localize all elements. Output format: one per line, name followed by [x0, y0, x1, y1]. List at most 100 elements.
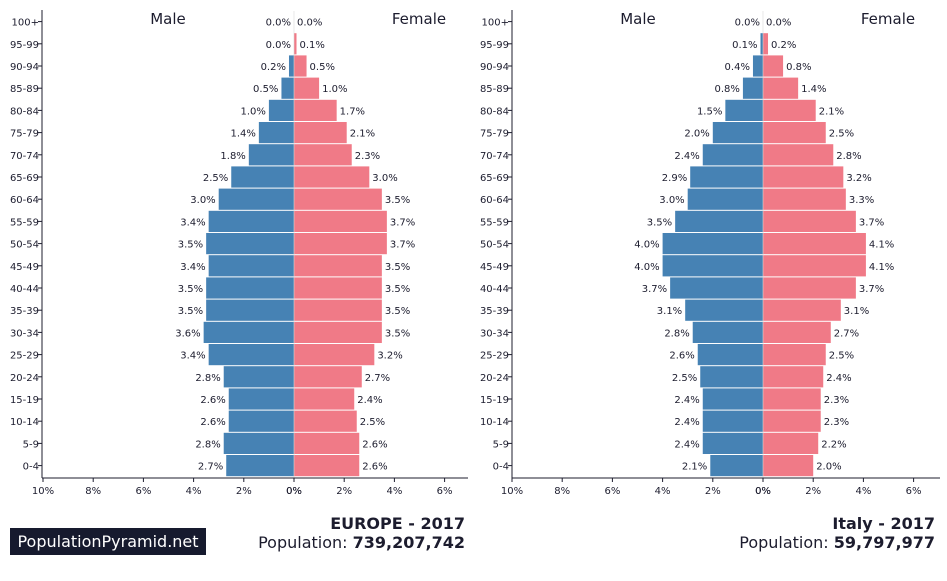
- male-value-label: 1.0%: [240, 106, 265, 117]
- x-tick-label: 6%: [437, 486, 453, 497]
- female-bar: [763, 122, 826, 144]
- male-value-label: 0.1%: [732, 40, 757, 51]
- male-bar: [231, 166, 294, 188]
- male-bar: [218, 188, 294, 210]
- age-group-label: 50-54: [10, 240, 39, 251]
- female-value-label: 3.2%: [377, 351, 402, 362]
- male-value-label: 4.0%: [634, 240, 659, 251]
- male-bar: [752, 55, 763, 77]
- age-group-label: 95-99: [480, 40, 509, 51]
- female-value-label: 3.3%: [849, 195, 874, 206]
- male-value-label: 2.5%: [203, 173, 228, 184]
- male-bar: [712, 122, 763, 144]
- female-value-label: 0.2%: [771, 40, 796, 51]
- female-value-label: 1.4%: [801, 84, 826, 95]
- male-bar: [206, 299, 294, 321]
- male-bar: [228, 388, 294, 410]
- female-bar: [294, 388, 355, 410]
- age-group-label: 25-29: [480, 351, 509, 362]
- male-value-label: 3.4%: [180, 262, 205, 273]
- female-value-label: 3.5%: [385, 284, 410, 295]
- male-value-label: 3.5%: [178, 240, 203, 251]
- male-value-label: 3.1%: [657, 306, 682, 317]
- age-group-label: 65-69: [10, 173, 39, 184]
- male-bar: [226, 455, 294, 477]
- male-bar: [228, 410, 294, 432]
- female-value-label: 3.5%: [385, 328, 410, 339]
- age-group-label: 30-34: [480, 328, 509, 339]
- female-bar: [294, 188, 382, 210]
- x-tick-label: 4%: [655, 486, 671, 497]
- male-bar: [690, 166, 763, 188]
- male-value-label: 2.8%: [195, 373, 220, 384]
- male-bar: [700, 366, 763, 388]
- male-value-label: 3.4%: [180, 351, 205, 362]
- female-bar: [294, 99, 337, 121]
- female-value-label: 3.2%: [846, 173, 871, 184]
- x-tick-label: 2%: [336, 486, 352, 497]
- age-group-label: 50-54: [480, 240, 509, 251]
- female-value-label: 3.5%: [385, 306, 410, 317]
- brand-logo[interactable]: PopulationPyramid.net: [10, 528, 206, 555]
- female-bar: [294, 410, 357, 432]
- male-value-label: 2.4%: [674, 439, 699, 450]
- male-bar: [206, 277, 294, 299]
- female-value-label: 2.6%: [362, 439, 387, 450]
- female-bar: [763, 99, 816, 121]
- female-value-label: 2.1%: [350, 129, 375, 140]
- male-value-label: 0.8%: [715, 84, 740, 95]
- age-group-label: 90-94: [10, 62, 39, 73]
- male-bar: [203, 321, 294, 343]
- female-bar: [294, 33, 297, 55]
- male-bar: [662, 255, 763, 277]
- europe-title: EUROPE - 2017: [330, 514, 465, 533]
- female-bar: [763, 455, 814, 477]
- age-group-label: 0-4: [23, 462, 39, 473]
- male-bar: [662, 233, 763, 255]
- age-group-label: 35-39: [480, 306, 509, 317]
- female-bar: [294, 321, 382, 343]
- male-value-label: 3.0%: [190, 195, 215, 206]
- age-group-label: 60-64: [480, 195, 509, 206]
- female-value-label: 2.7%: [365, 373, 390, 384]
- female-bar: [763, 277, 856, 299]
- age-group-label: 55-59: [480, 217, 509, 228]
- female-value-label: 3.1%: [844, 306, 869, 317]
- female-bar: [294, 432, 360, 454]
- male-value-label: 1.8%: [220, 151, 245, 162]
- x-tick-label: 2%: [805, 486, 821, 497]
- x-tick-label: 0%: [286, 486, 302, 497]
- age-group-label: 10-14: [480, 417, 509, 428]
- male-value-label: 2.4%: [674, 417, 699, 428]
- male-bar: [223, 432, 294, 454]
- x-tick-label: 6%: [135, 486, 151, 497]
- male-header: Male: [620, 10, 656, 28]
- age-group-label: 75-79: [480, 129, 509, 140]
- female-value-label: 3.0%: [372, 173, 397, 184]
- male-value-label: 3.5%: [647, 217, 672, 228]
- male-bar: [288, 55, 294, 77]
- male-bar: [742, 77, 763, 99]
- age-group-label: 45-49: [10, 262, 39, 273]
- age-group-label: 90-94: [480, 62, 509, 73]
- italy-pyramid-chart: Male Female 0-4 2.1% 2.0% 5-9 2.4% 2.2% 10-14 2.4…: [480, 10, 940, 497]
- male-value-label: 2.4%: [674, 395, 699, 406]
- male-bar: [670, 277, 763, 299]
- female-bar: [763, 299, 841, 321]
- x-tick-label: 8%: [85, 486, 101, 497]
- male-bar: [208, 344, 294, 366]
- female-value-label: 2.4%: [357, 395, 382, 406]
- x-tick-label: 4%: [855, 486, 871, 497]
- x-tick-label: 4%: [186, 486, 202, 497]
- age-group-label: 15-19: [10, 395, 39, 406]
- europe-caption: EUROPE - 2017 Population: 739,207,742: [258, 514, 465, 552]
- female-bar: [294, 255, 382, 277]
- female-bar: [763, 166, 844, 188]
- x-tick-label: 2%: [705, 486, 721, 497]
- female-value-label: 2.4%: [826, 373, 851, 384]
- female-value-label: 2.3%: [355, 151, 380, 162]
- female-bar: [294, 299, 382, 321]
- age-group-label: 80-84: [10, 106, 39, 117]
- male-bar: [702, 388, 763, 410]
- female-bar: [294, 233, 387, 255]
